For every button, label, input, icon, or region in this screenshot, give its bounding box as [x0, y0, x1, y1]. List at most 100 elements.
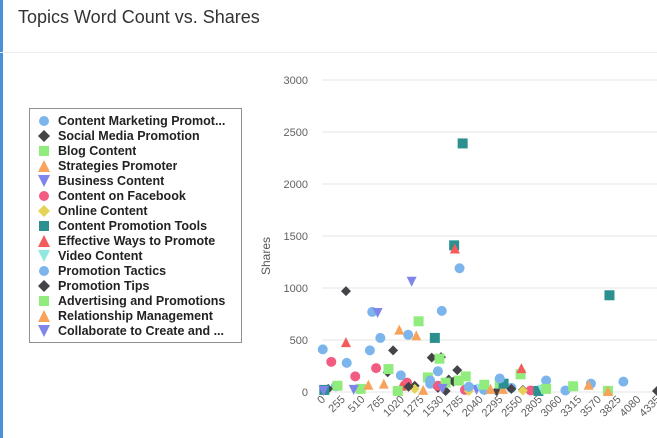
data-point	[411, 330, 422, 341]
data-point	[340, 337, 351, 348]
legend-item[interactable]: Advertising and Promotions	[38, 293, 241, 308]
data-point	[497, 383, 508, 394]
data-point	[318, 385, 329, 396]
x-tick-label: 1785	[440, 394, 466, 420]
y-tick-label: 1000	[284, 283, 308, 295]
triangle-marker-icon	[38, 159, 50, 172]
diamond-marker-icon	[38, 279, 50, 292]
data-point	[332, 380, 343, 391]
data-point	[457, 138, 468, 149]
circle-marker-icon	[39, 265, 49, 276]
data-point	[403, 381, 414, 392]
data-point	[517, 385, 528, 396]
x-tick-label: 4080	[618, 394, 644, 420]
data-point	[388, 345, 399, 356]
legend-item[interactable]: Effective Ways to Promote	[38, 233, 241, 248]
title-divider	[0, 52, 657, 53]
legend-item[interactable]: Social Media Promotion	[38, 128, 241, 143]
y-tick-label: 1500	[284, 231, 308, 243]
y-tick-label: 500	[290, 335, 308, 347]
diamond-marker-icon	[38, 204, 50, 217]
x-tick-label: 2550	[499, 394, 525, 420]
legend-item[interactable]: Promotion Tactics	[38, 263, 241, 278]
data-point	[418, 384, 429, 395]
data-point	[533, 385, 544, 396]
data-point	[341, 357, 352, 368]
data-point	[618, 376, 629, 387]
legend-item[interactable]: Relationship Management	[38, 308, 241, 323]
data-point	[426, 352, 437, 363]
legend-item[interactable]: Content Marketing Promot...	[38, 113, 241, 128]
page-title: Topics Word Count vs. Shares	[18, 7, 260, 27]
y-axis-label: Shares	[259, 237, 273, 275]
data-point	[541, 383, 552, 394]
data-point	[568, 381, 579, 392]
x-tick-label: 1020	[381, 394, 407, 420]
square-marker-icon	[39, 145, 49, 156]
data-point	[394, 324, 405, 335]
legend-item[interactable]: Content on Facebook	[38, 188, 241, 203]
data-point	[516, 363, 527, 374]
data-point	[436, 305, 447, 316]
data-point	[485, 383, 496, 394]
data-point	[479, 379, 490, 390]
legend-item[interactable]: Strategies Promoter	[38, 158, 241, 173]
y-tick-label: 2000	[284, 179, 308, 191]
x-tick-label: 3060	[539, 394, 565, 420]
legend-item[interactable]: Content Promotion Tools	[38, 218, 241, 233]
data-point	[363, 379, 374, 390]
x-tick-label: 1530	[421, 394, 447, 420]
circle-marker-icon	[39, 115, 49, 126]
circle-marker-icon	[39, 190, 49, 201]
x-tick-label: 510	[346, 394, 367, 415]
square-marker-icon	[39, 295, 49, 306]
x-tick-label: 2040	[460, 394, 486, 420]
data-point	[604, 290, 615, 301]
data-point	[403, 329, 414, 340]
data-point	[652, 385, 657, 396]
square-marker-icon	[39, 220, 49, 231]
data-point	[383, 364, 394, 375]
y-tick-label: 2500	[284, 127, 308, 139]
data-point	[434, 353, 445, 364]
triangle-marker-icon	[38, 234, 50, 247]
x-tick-label: 2295	[480, 394, 506, 420]
data-point	[378, 378, 389, 389]
legend-item[interactable]: Promotion Tips	[38, 278, 241, 293]
legend-item[interactable]: Online Content	[38, 203, 241, 218]
data-point	[602, 385, 613, 396]
data-point	[498, 378, 509, 389]
triangle-down-marker-icon	[38, 174, 50, 187]
data-point	[355, 383, 366, 394]
data-point	[372, 307, 383, 318]
chart-legend: Content Marketing Promot... Social Media …	[29, 108, 242, 343]
data-point	[406, 276, 417, 287]
y-tick-label: 3000	[284, 75, 308, 87]
data-point	[506, 383, 517, 394]
x-tick-label: 3315	[558, 394, 584, 420]
x-tick-label: 2805	[519, 394, 545, 420]
y-tick-label: 0	[302, 387, 308, 399]
data-point	[371, 363, 382, 374]
data-point	[452, 365, 463, 376]
data-point	[453, 375, 464, 386]
legend-item[interactable]: Collaborate to Create and ...	[38, 323, 241, 338]
legend-item[interactable]: Blog Content	[38, 143, 241, 158]
legend-item[interactable]: Business Content	[38, 173, 241, 188]
data-point	[348, 384, 359, 395]
data-point	[560, 385, 571, 396]
data-point	[350, 371, 361, 382]
data-point	[429, 332, 440, 343]
data-point	[432, 366, 443, 377]
data-point	[375, 332, 386, 343]
data-point	[583, 379, 594, 390]
data-point	[494, 373, 505, 384]
data-point	[515, 369, 526, 380]
accent-bar	[0, 0, 3, 438]
x-tick-label: 4335	[637, 394, 657, 420]
data-point	[440, 377, 451, 388]
data-point	[449, 243, 460, 254]
data-point	[541, 375, 552, 386]
legend-item[interactable]: Video Content	[38, 248, 241, 263]
data-point	[392, 385, 403, 396]
